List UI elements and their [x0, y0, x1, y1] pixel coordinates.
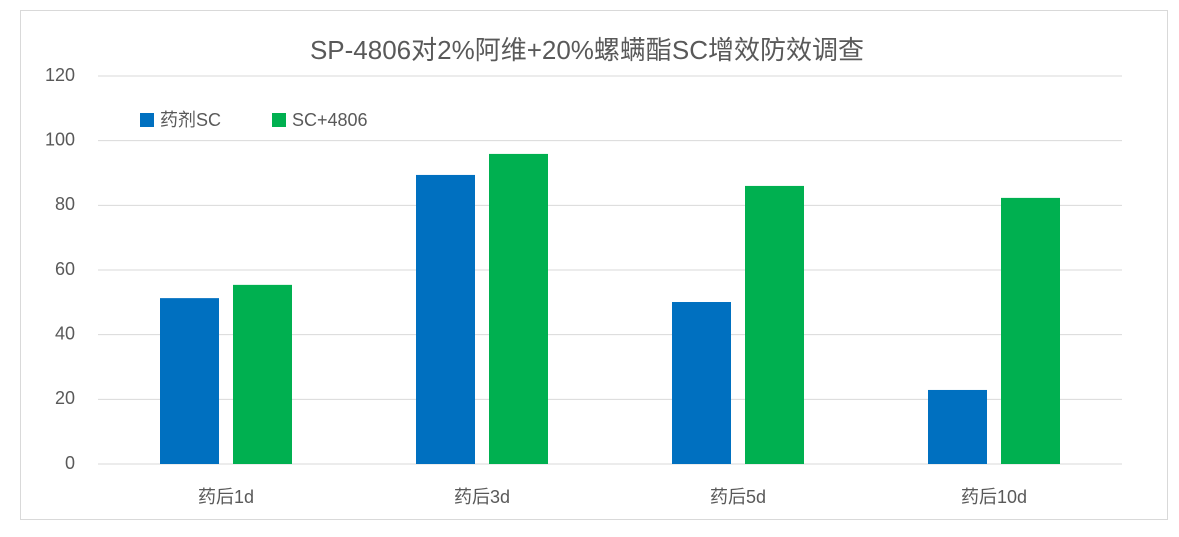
y-tick-label: 60 [55, 259, 75, 279]
bar [928, 389, 987, 464]
y-tick-label: 0 [65, 453, 75, 473]
legend-label: SC+4806 [292, 110, 368, 130]
bar [233, 284, 292, 464]
legend-label: 药剂SC [160, 110, 221, 130]
bar [416, 174, 475, 464]
bar [160, 298, 219, 464]
bar [489, 153, 548, 464]
legend-swatch [140, 113, 154, 127]
y-tick-label: 20 [55, 388, 75, 408]
bar [1001, 197, 1060, 464]
legend-swatch [272, 113, 286, 127]
bar [672, 302, 731, 464]
bar [745, 185, 804, 464]
y-tick-label: 40 [55, 323, 75, 343]
x-tick-label: 药后1d [198, 487, 254, 507]
x-tick-label: 药后5d [710, 487, 766, 507]
y-tick-label: 120 [45, 65, 75, 85]
x-tick-label: 药后3d [454, 487, 510, 507]
y-tick-label: 80 [55, 194, 75, 214]
chart-title: SP-4806对2%阿维+20%螺螨酯SC增效防效调查 [310, 35, 864, 65]
y-tick-label: 100 [45, 129, 75, 149]
x-tick-label: 药后10d [961, 487, 1027, 507]
